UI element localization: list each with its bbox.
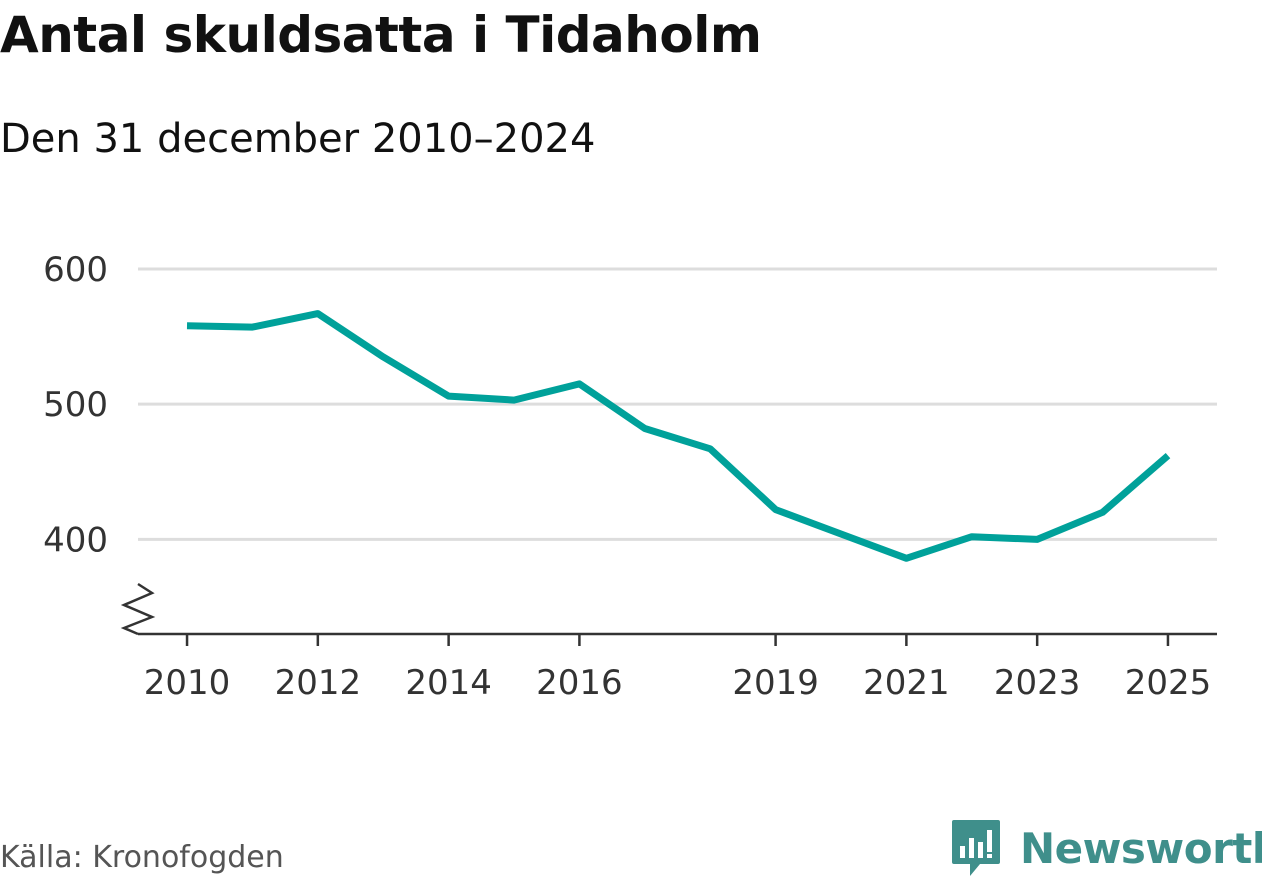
x-tick-label: 2016 (536, 663, 623, 703)
data-point (641, 425, 648, 432)
data-point (837, 530, 844, 537)
x-tick-label: 2021 (863, 663, 950, 703)
gridlines (138, 267, 1217, 541)
data-point (1034, 536, 1041, 543)
data-point (576, 380, 583, 387)
y-tick-label: 600 (43, 250, 108, 290)
x-tick-label: 2012 (275, 663, 362, 703)
data-point (445, 393, 452, 400)
x-tick-label: 2025 (1125, 663, 1212, 703)
x-tick-label: 2010 (144, 663, 231, 703)
newsworthy-logo-icon (952, 820, 1000, 876)
data-point (511, 397, 518, 404)
axis-break-icon (120, 582, 156, 636)
axes (120, 582, 1217, 646)
data-point (903, 555, 910, 562)
x-tick-label: 2023 (994, 663, 1081, 703)
data-point (707, 445, 714, 452)
data-point (380, 353, 387, 360)
x-tick-label: 2019 (732, 663, 819, 703)
brand-name: Newsworthy (1020, 823, 1262, 873)
data-point (314, 310, 321, 317)
data-point (249, 324, 256, 331)
series (184, 310, 1171, 562)
y-tick-label: 400 (43, 520, 108, 560)
data-point (1164, 452, 1171, 459)
data-point (184, 322, 191, 329)
data-point (968, 533, 975, 540)
x-tick-label: 2014 (405, 663, 492, 703)
chart-subtitle: Den 31 december 2010–2024 (0, 116, 596, 162)
tick-labels: 400 500 600 2010 2012 2014 2016 2019 2021 2023 202… (43, 250, 1211, 703)
series-line (186, 310, 1171, 562)
y-tick-label: 500 (43, 385, 108, 425)
data-point (772, 506, 779, 513)
chart-title: Antal skuldsatta i Tidaholm (0, 6, 762, 64)
brand-logo: Newsworthy (950, 818, 1262, 878)
line-chart: 400 500 600 2010 2012 2014 2016 2019 2021 2023 202… (43, 250, 1217, 703)
data-point (1099, 509, 1106, 516)
source-note: Källa: Kronofogden (0, 840, 284, 875)
